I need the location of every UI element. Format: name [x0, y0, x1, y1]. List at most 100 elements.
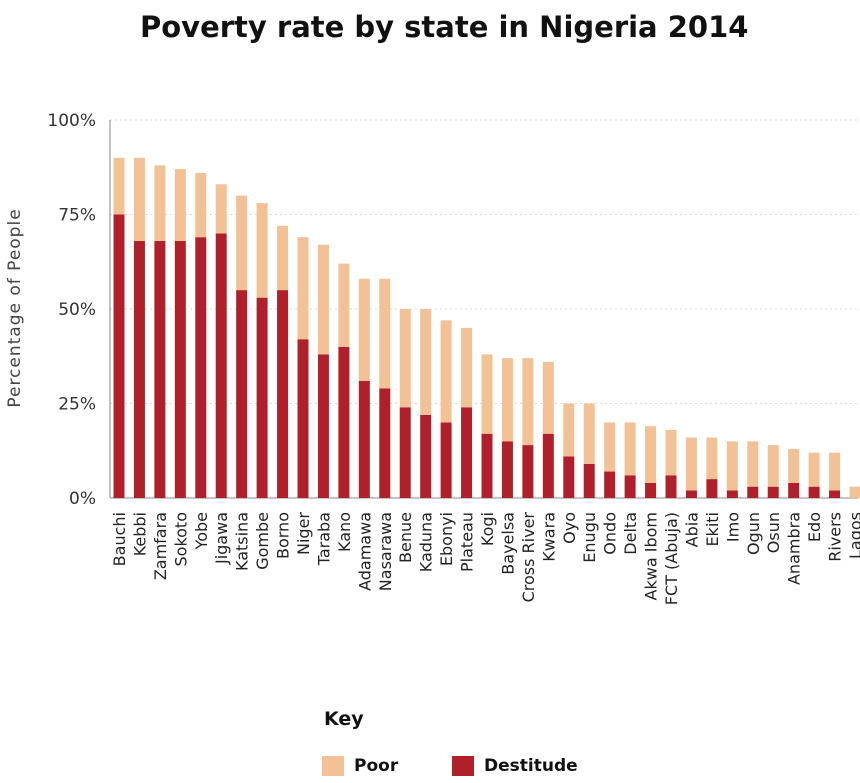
bar-destitude-delta: [624, 475, 636, 498]
bar-poor-abia: [685, 437, 697, 491]
bar-poor-cross-river: [522, 358, 534, 446]
bar-destitude-taraba: [317, 354, 329, 498]
bar-poor-lagos: [849, 486, 860, 498]
x-tick-label: Benue: [396, 512, 415, 563]
x-tick-label: Ekiti: [703, 512, 722, 547]
y-tick-label: 0%: [69, 489, 96, 509]
bar-poor-plateau: [461, 327, 473, 408]
bar-poor-katsina: [236, 195, 248, 291]
bar-poor-rivers: [829, 452, 841, 491]
bar-destitude-akwa-ibom: [645, 482, 657, 498]
bar-destitude-ekiti: [706, 479, 718, 498]
bar-destitude-kwara: [542, 433, 554, 498]
bar-destitude-ondo: [604, 471, 616, 498]
bar-poor-kebbi: [133, 157, 145, 241]
y-tick-label: 100%: [47, 111, 96, 131]
y-tick-label: 75%: [58, 206, 96, 226]
bar-destitude-jigawa: [215, 233, 227, 498]
legend-swatch-destitude: [452, 756, 474, 776]
bar-destitude-benue: [399, 407, 411, 498]
x-tick-label: Borno: [274, 512, 293, 559]
x-tick-label: Plateau: [458, 512, 477, 572]
x-tick-label: Bauchi: [110, 512, 129, 566]
bar-poor-gombe: [256, 203, 268, 298]
bar-destitude-yobe: [195, 237, 207, 498]
x-tick-label: Ogun: [744, 512, 763, 555]
bar-poor-sokoto: [174, 169, 186, 241]
bar-poor-benue: [399, 309, 411, 408]
bar-poor-osun: [767, 445, 779, 487]
x-tick-label: Anambra: [785, 512, 804, 585]
bar-poor-taraba: [317, 244, 329, 355]
chart-title: Poverty rate by state in Nigeria 2014: [140, 10, 749, 44]
bar-poor-fct-abuja: [665, 429, 677, 476]
x-tick-label: Niger: [294, 512, 313, 555]
bar-destitude-kebbi: [133, 240, 145, 498]
x-tick-label: Imo: [723, 512, 742, 542]
bar-poor-niger: [297, 237, 309, 340]
bar-destitude-enugu: [583, 463, 595, 498]
bar-poor-ekiti: [706, 437, 718, 480]
bars: [113, 157, 860, 498]
legend-label-destitude: Destitude: [484, 756, 578, 776]
chart-plot: 0% 25% 50% 75% 100% Bauchi Kebbi Zamfara Sokoto…: [5, 111, 860, 605]
bar-destitude-borno: [277, 290, 289, 498]
x-tick-label: Gombe: [253, 512, 272, 570]
y-tick-label: 25%: [58, 395, 96, 415]
bar-poor-bauchi: [113, 157, 125, 215]
x-tick-label: Taraba: [314, 512, 333, 566]
bar-destitude-osun: [767, 486, 779, 498]
y-tick-labels: 0% 25% 50% 75% 100%: [47, 111, 96, 509]
x-tick-label: FCT (Abuja): [662, 512, 681, 605]
bar-destitude-anambra: [788, 482, 800, 498]
bar-poor-kogi: [481, 354, 493, 434]
legend-item-destitude: Destitude: [452, 756, 578, 776]
x-tick-label: Akwa Ibom: [642, 512, 661, 600]
x-tick-label: Cross River: [519, 512, 538, 603]
bar-destitude-fct-abuja: [665, 475, 677, 498]
bar-destitude-zamfara: [154, 240, 166, 498]
bar-destitude-kaduna: [420, 414, 432, 498]
bar-destitude-nasarawa: [379, 388, 391, 498]
bar-poor-bayelsa: [501, 358, 513, 442]
bar-destitude-rivers: [829, 490, 841, 498]
bar-poor-adamawa: [358, 278, 370, 381]
x-tick-label: Rivers: [826, 512, 845, 562]
bar-poor-imo: [726, 441, 738, 491]
x-tick-label: Kebbi: [130, 512, 149, 556]
x-tick-label: Edo: [805, 512, 824, 542]
x-tick-label: Adamawa: [355, 512, 374, 591]
x-tick-label: Abia: [682, 512, 701, 547]
x-tick-label: Katsina: [233, 512, 252, 571]
legend-label-poor: Poor: [354, 756, 399, 776]
x-tick-label: Lagos: [846, 512, 860, 559]
bar-poor-jigawa: [215, 184, 227, 234]
x-tick-label: Kogi: [478, 512, 497, 546]
bar-destitude-gombe: [256, 297, 268, 498]
bar-poor-kano: [338, 263, 350, 347]
bar-poor-oyo: [563, 403, 575, 457]
bar-destitude-imo: [726, 490, 738, 498]
bar-destitude-katsina: [236, 290, 248, 498]
x-tick-label: Jigawa: [212, 512, 231, 565]
x-tick-label: Enugu: [580, 512, 599, 563]
bar-poor-ebonyi: [440, 320, 452, 423]
x-tick-label: Delta: [621, 512, 640, 555]
x-tick-label: Bayelsa: [498, 512, 517, 575]
bar-destitude-abia: [685, 490, 697, 498]
bar-destitude-kogi: [481, 433, 493, 498]
bar-destitude-edo: [808, 486, 820, 498]
bar-poor-kwara: [542, 361, 554, 434]
legend-swatch-poor: [322, 756, 344, 776]
bar-destitude-bauchi: [113, 214, 125, 498]
x-tick-label: Yobe: [192, 512, 211, 550]
x-tick-label: Osun: [764, 512, 783, 553]
bar-poor-ondo: [604, 422, 616, 472]
bar-destitude-sokoto: [174, 240, 186, 498]
x-tick-label: Kaduna: [417, 512, 436, 572]
legend-title: Key: [324, 708, 364, 730]
bar-poor-zamfara: [154, 165, 166, 241]
bar-poor-borno: [277, 225, 289, 291]
x-tick-label: Ebonyi: [437, 512, 456, 566]
x-tick-label: Zamfara: [151, 512, 170, 580]
